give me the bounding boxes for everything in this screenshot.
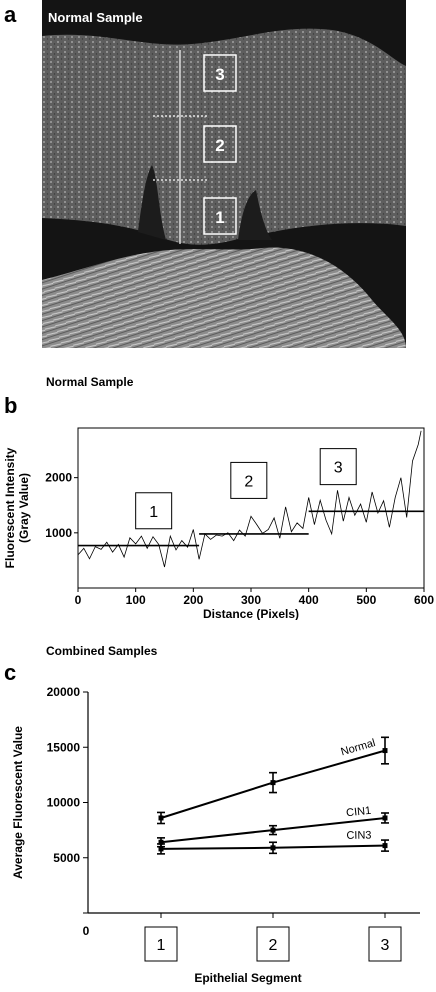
- segment-box-label-1: 1: [149, 504, 158, 521]
- y-tick-label: 15000: [47, 740, 81, 754]
- x-tick-label: 400: [299, 593, 319, 607]
- y-axis-label: Average Fluorescent Value: [11, 726, 25, 879]
- category-box-1: [144, 926, 178, 962]
- category-box-3: [368, 926, 402, 962]
- panel-c-subtitle: Combined Samples: [46, 644, 158, 658]
- intensity-profile-chart: 0 100 200 300 400 500 600 1000 2000 Distance (Pix…: [3, 427, 434, 620]
- data-point: [158, 839, 164, 845]
- x-axis-label: Distance (Pixels): [203, 607, 299, 620]
- segment-label-3: 3: [215, 65, 224, 84]
- segment-box-label-2: 2: [244, 473, 253, 490]
- data-point: [270, 780, 276, 786]
- x-tick-label: 300: [241, 593, 261, 607]
- segment-box-1: [135, 492, 173, 530]
- data-point: [382, 748, 388, 754]
- data-point: [270, 845, 276, 851]
- data-point: [158, 846, 164, 852]
- category-label-2: 2: [269, 937, 278, 954]
- x-tick-label: 100: [126, 593, 146, 607]
- segment-label-1: 1: [215, 208, 224, 227]
- x-tick-label: 200: [183, 593, 203, 607]
- y-tick-label: 10000: [47, 796, 81, 810]
- data-point: [382, 815, 388, 821]
- stroma-region: [42, 247, 406, 348]
- y-tick-label: 5000: [53, 851, 80, 865]
- segment-box-2: [230, 461, 268, 499]
- plot-frame: [77, 427, 425, 589]
- data-point: [158, 815, 164, 821]
- segment-box-2: [203, 125, 237, 163]
- segment-label-2: 2: [215, 136, 224, 155]
- y-axis-label: Fluorescent Intensity: [3, 447, 17, 568]
- data-point: [270, 827, 276, 833]
- panel-b-letter: b: [4, 393, 18, 418]
- x-axis-label: Epithelial Segment: [194, 971, 301, 985]
- y-tick-label: 0: [83, 924, 90, 938]
- category-box-2: [256, 926, 290, 962]
- segment-box-label-3: 3: [334, 460, 343, 477]
- x-tick-label: 500: [356, 593, 376, 607]
- papilla-gap: [138, 165, 166, 240]
- micrograph-image: 3 2 1 Normal Sample: [42, 0, 406, 348]
- y-tick-label: 2000: [45, 471, 72, 485]
- y-axis-label-unit: (Gray Value): [17, 473, 31, 543]
- micrograph-title: Normal Sample: [48, 10, 143, 25]
- data-point: [382, 843, 388, 849]
- epithelium-region: [42, 28, 406, 245]
- segment-box-3: [203, 54, 237, 92]
- series-label-cin1: CIN1: [346, 805, 372, 820]
- papilla-gap: [238, 190, 272, 240]
- category-label-1: 1: [157, 937, 166, 954]
- x-tick-label: 600: [414, 593, 434, 607]
- x-tick-label: 0: [75, 593, 82, 607]
- panel-c-letter: c: [4, 660, 17, 685]
- panel-b-subtitle: Normal Sample: [46, 375, 134, 389]
- intensity-series-line: [77, 430, 422, 568]
- y-tick-label: 1000: [45, 526, 72, 540]
- segment-box-3: [319, 448, 357, 486]
- category-label-3: 3: [381, 937, 390, 954]
- segment-box-1: [203, 197, 237, 235]
- series-label-cin3: CIN3: [346, 829, 371, 841]
- y-tick-label: 20000: [47, 685, 81, 699]
- panel-a-letter: a: [4, 2, 17, 27]
